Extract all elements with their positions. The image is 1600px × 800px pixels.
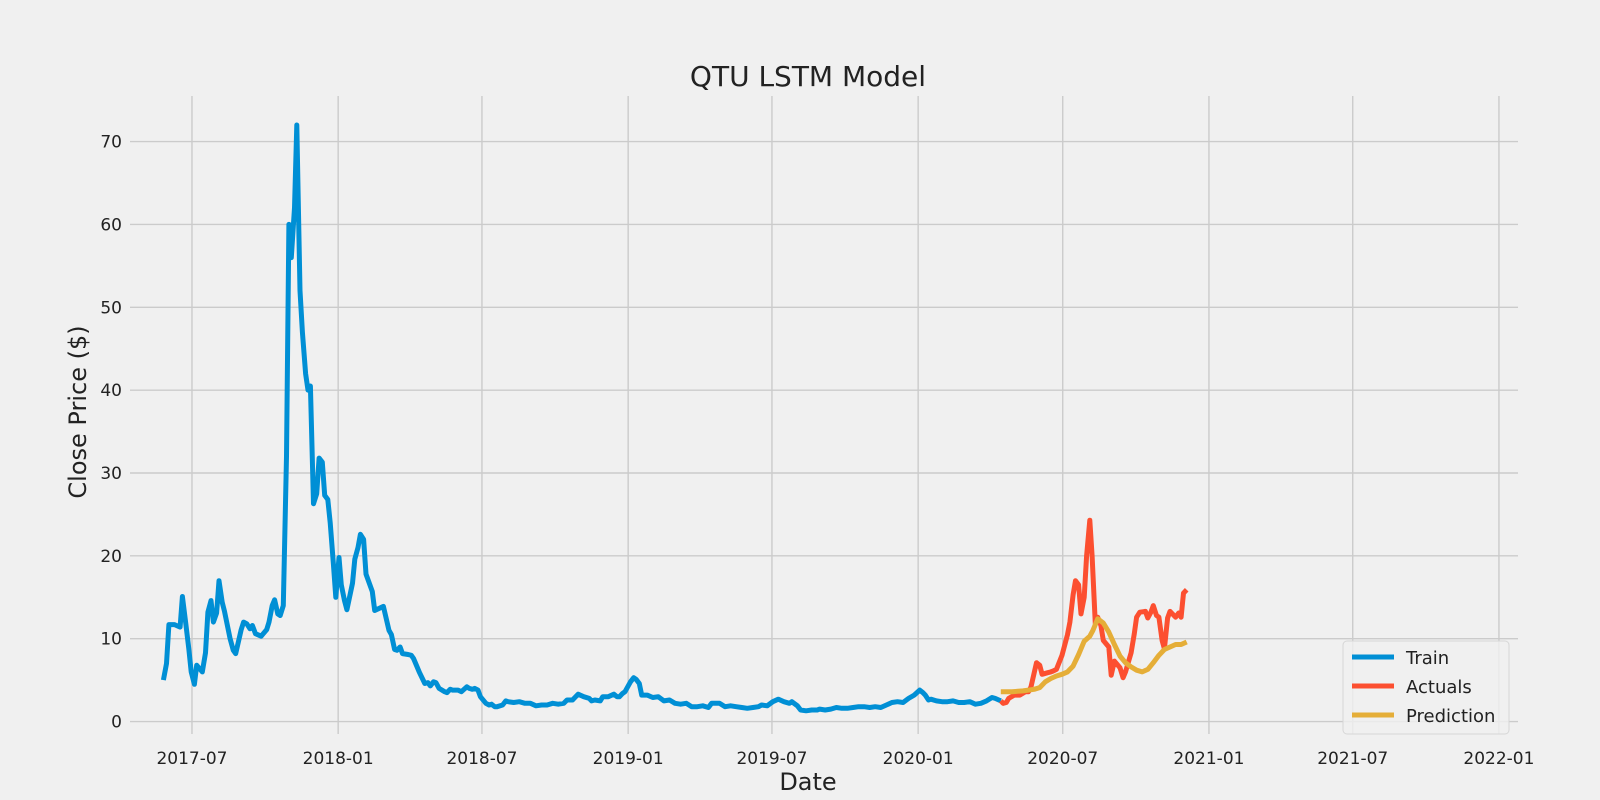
x-tick-label: 2018-01 [303, 749, 374, 769]
x-tick-labels: 2017-07 2018-01 2018-07 2019-01 2019-07 2020-… [156, 749, 1534, 769]
y-tick-label: 0 [111, 713, 122, 733]
x-tick-label: 2020-07 [1027, 749, 1098, 769]
y-axis-title: Close Price ($) [64, 325, 92, 498]
y-tick-label: 40 [100, 381, 122, 401]
series-lines [160, 122, 1189, 714]
y-tick-label: 30 [100, 464, 122, 484]
legend-label-train: Train [1405, 648, 1449, 669]
grid-lines [130, 96, 1518, 734]
series-line-train [160, 122, 1002, 714]
chart-title: QTU LSTM Model [690, 60, 926, 93]
x-tick-label: 2019-01 [593, 749, 664, 769]
x-tick-label: 2021-01 [1173, 749, 1244, 769]
y-tick-label: 50 [100, 298, 122, 318]
y-tick-label: 10 [100, 630, 122, 650]
y-tick-label: 60 [100, 215, 122, 235]
x-tick-label: 2022-01 [1463, 749, 1534, 769]
x-tick-label: 2020-01 [883, 749, 954, 769]
x-tick-label: 2017-07 [156, 749, 227, 769]
y-tick-label: 70 [100, 133, 122, 153]
y-tick-labels: 0 10 20 30 40 50 60 70 [100, 133, 122, 733]
series-line-prediction [1000, 616, 1188, 695]
x-axis-title: Date [779, 768, 836, 796]
y-tick-label: 20 [100, 547, 122, 567]
series-line-actuals [999, 517, 1189, 706]
x-tick-label: 2021-07 [1317, 749, 1388, 769]
legend-box [1342, 640, 1510, 735]
x-tick-label: 2019-07 [736, 749, 807, 769]
legend-label-prediction: Prediction [1406, 706, 1495, 727]
legend-label-actuals: Actuals [1406, 677, 1472, 698]
legend: Train Actuals Prediction [1342, 640, 1510, 735]
x-tick-label: 2018-07 [446, 749, 517, 769]
